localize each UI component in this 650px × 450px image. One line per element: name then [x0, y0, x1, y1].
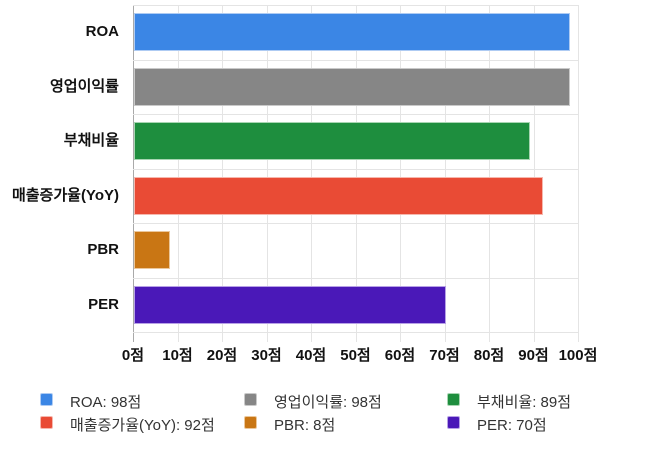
gridline-v	[578, 5, 579, 342]
bar[interactable]	[134, 285, 446, 324]
x-tick-label: 10점	[162, 347, 193, 364]
x-tick-label: 20점	[206, 347, 238, 364]
category-label: 부채비율	[63, 132, 119, 150]
legend-swatch[interactable]	[244, 416, 257, 429]
x-tick-label: 50점	[340, 347, 371, 364]
gridline-h	[133, 5, 578, 6]
bar[interactable]	[134, 176, 544, 215]
legend-swatch[interactable]	[40, 416, 53, 429]
y-axis-line	[133, 5, 134, 342]
bar[interactable]	[134, 122, 531, 161]
legend-swatch[interactable]	[40, 393, 53, 406]
gridline-v	[489, 5, 490, 342]
gridline-v	[355, 5, 357, 342]
gridline-v	[533, 5, 535, 342]
legend-swatch[interactable]	[447, 393, 460, 406]
bar[interactable]	[134, 13, 571, 52]
gridline-h	[133, 223, 578, 224]
legend-swatch[interactable]	[447, 416, 460, 429]
gridline-v	[400, 5, 401, 342]
x-tick-label: 30점	[251, 347, 282, 364]
legend-item-label[interactable]: ROA: 98점	[70, 394, 142, 411]
category-label: 매출증가율(YoY)	[11, 186, 119, 204]
category-label: PER	[88, 295, 119, 313]
bar[interactable]	[134, 231, 170, 270]
legend-item-label[interactable]: 부채비율: 89점	[477, 394, 572, 411]
x-tick-label: 100점	[558, 347, 598, 364]
legend-item-label[interactable]: PER: 70점	[477, 417, 547, 434]
gridline-v	[444, 5, 446, 342]
legend-item-label[interactable]: 매출증가율(YoY): 92점	[70, 417, 215, 434]
category-label: ROA	[85, 23, 119, 41]
gridline-h	[133, 168, 578, 170]
legend-item-label[interactable]: 영업이익률: 98점	[274, 394, 382, 411]
bar[interactable]	[134, 67, 571, 106]
category-label: 영업이익률	[49, 77, 119, 95]
gridline-v	[222, 5, 223, 342]
legend-item-label[interactable]: PBR: 8점	[274, 417, 336, 434]
gridline-h	[133, 332, 578, 333]
x-tick-label: 40점	[295, 347, 327, 364]
x-tick-label: 70점	[429, 347, 460, 364]
gridline-h	[133, 277, 578, 279]
gridline-v	[311, 5, 312, 342]
x-tick-label: 60점	[384, 347, 416, 364]
gridline-v	[266, 5, 268, 342]
x-tick-label: 90점	[518, 347, 549, 364]
legend-swatch[interactable]	[244, 393, 257, 406]
x-tick-label: 0점	[121, 347, 145, 364]
x-tick-label: 80점	[473, 347, 505, 364]
category-label: PBR	[87, 241, 119, 259]
gridline-h	[133, 59, 578, 61]
gridline-h	[133, 114, 578, 115]
gridline-v	[177, 5, 179, 342]
